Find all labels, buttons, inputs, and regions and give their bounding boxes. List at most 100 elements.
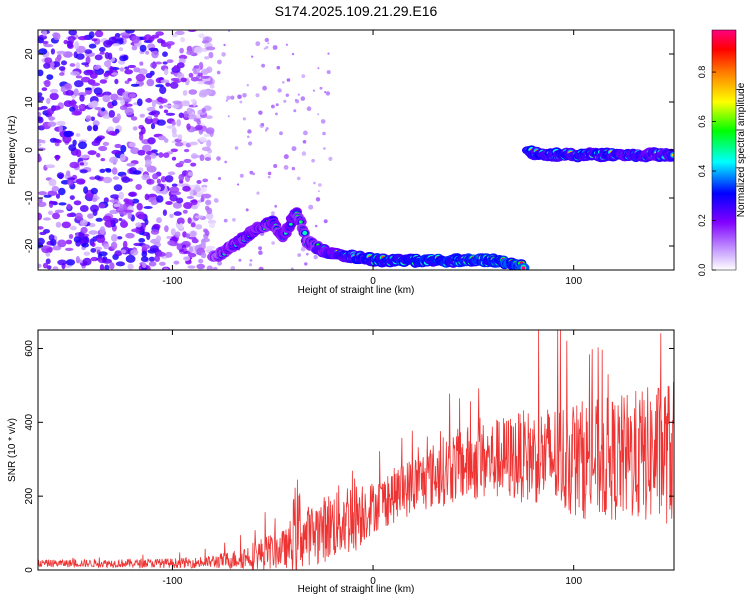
heatmap-cell: [200, 196, 205, 202]
heatmap-cell: [94, 54, 103, 61]
heatmap-cell: [91, 100, 99, 107]
heatmap-cell: [172, 202, 182, 209]
heatmap-cell: [38, 95, 45, 102]
heatmap-cell: [271, 211, 275, 216]
heatmap-cell: [205, 199, 212, 206]
heatmap-cell: [165, 82, 171, 87]
heatmap-cell: [68, 144, 77, 152]
heatmap-cell: [91, 38, 98, 42]
heatmap-cell: [283, 154, 289, 160]
heatmap-cell: [118, 191, 124, 200]
heatmap-cell: [44, 79, 51, 88]
heatmap-cell: [166, 59, 174, 63]
heatmap-cell: [83, 186, 89, 194]
heatmap-cell: [132, 170, 142, 175]
heatmap-cell: [130, 147, 140, 155]
heatmap-cell: [89, 72, 98, 79]
heatmap-cell: [41, 87, 48, 91]
heatmap-cell: [90, 204, 99, 213]
heatmap-cell: [111, 167, 118, 175]
heatmap-cell: [216, 70, 221, 75]
heatmap-cell: [166, 235, 172, 240]
heatmap-cell: [52, 105, 61, 111]
heatmap-cell: [128, 93, 136, 98]
heatmap-cell: [183, 148, 190, 153]
heatmap-cell: [109, 199, 119, 203]
heatmap-cell: [96, 235, 106, 243]
heatmap-cell: [521, 266, 526, 270]
heatmap-cell: [127, 263, 134, 270]
heatmap-cell: [131, 198, 140, 204]
heatmap-cell: [141, 250, 148, 258]
heatmap-cell: [265, 127, 269, 131]
heatmap-cell: [138, 214, 145, 220]
heatmap-cell: [165, 112, 176, 116]
heatmap-cell: [125, 232, 135, 239]
heatmap-cell: [163, 104, 172, 108]
heatmap-cell: [85, 56, 91, 65]
heatmap-cell: [103, 197, 109, 204]
heatmap-cell: [57, 259, 67, 266]
heatmap-cell: [190, 162, 197, 167]
heatmap-cell: [42, 40, 49, 45]
heatmap-cell: [271, 241, 275, 245]
heatmap-cell: [203, 133, 211, 137]
heatmap-cell: [131, 35, 140, 44]
heatmap-cell: [171, 120, 176, 126]
heatmap-cell: [172, 100, 183, 105]
heatmap-cell: [65, 239, 73, 245]
heatmap-cell: [179, 248, 185, 253]
heatmap-cell: [75, 256, 80, 264]
heatmap-cell: [75, 53, 85, 60]
heatmap-cell: [102, 114, 112, 119]
heatmap-cell: [197, 80, 206, 85]
heatmap-cell: [92, 197, 98, 202]
heatmap-cell: [46, 108, 54, 115]
heatmap-cell: [152, 185, 162, 192]
heatmap-cell: [144, 218, 149, 226]
heatmap-cell: [52, 245, 62, 251]
heatmap-cell: [42, 30, 48, 37]
heatmap-cell: [206, 212, 214, 220]
heatmap-cell: [142, 262, 147, 269]
heatmap-cell: [38, 226, 44, 230]
figure-title: S174.2025.109.21.29.E16: [275, 3, 438, 19]
heatmap-cell: [38, 212, 43, 221]
heatmap-cell: [173, 260, 180, 265]
heatmap-cell: [51, 185, 59, 192]
heatmap-cell: [47, 210, 53, 215]
heatmap-cell: [208, 51, 214, 59]
heatmap-cell: [124, 107, 134, 116]
heatmap-cell: [67, 177, 76, 181]
heatmap-cell: [317, 113, 320, 116]
heatmap-cell: [124, 69, 133, 75]
heatmap-cell: [189, 188, 194, 197]
heatmap-cell: [151, 34, 160, 39]
spectrogram-y-ticks: -20 -10 0 10 20: [24, 48, 674, 253]
heatmap-cell: [72, 139, 77, 146]
heatmap-cell: [75, 75, 83, 79]
heatmap-cell: [125, 254, 136, 263]
heatmap-cell: [293, 109, 297, 113]
heatmap-cell: [267, 171, 272, 176]
heatmap-cell: [38, 107, 44, 111]
heatmap-cell: [201, 68, 209, 76]
heatmap-cell: [182, 209, 188, 214]
heatmap-cell: [246, 84, 249, 87]
heatmap-cell: [217, 59, 222, 65]
heatmap-cell: [91, 140, 101, 146]
heatmap-cell: [84, 49, 93, 54]
heatmap-cell: [93, 65, 100, 70]
heatmap-cell: [267, 175, 271, 179]
heatmap-cell: [317, 190, 320, 193]
x-tick-label: 0: [370, 276, 376, 287]
heatmap-cell: [73, 236, 82, 243]
heatmap-cell: [283, 99, 287, 103]
heatmap-cell: [196, 180, 202, 184]
heatmap-cell: [283, 165, 289, 170]
heatmap-cell: [74, 80, 84, 88]
heatmap-cell: [127, 78, 132, 82]
heatmap-cell: [256, 191, 260, 195]
heatmap-cell: [90, 82, 101, 87]
